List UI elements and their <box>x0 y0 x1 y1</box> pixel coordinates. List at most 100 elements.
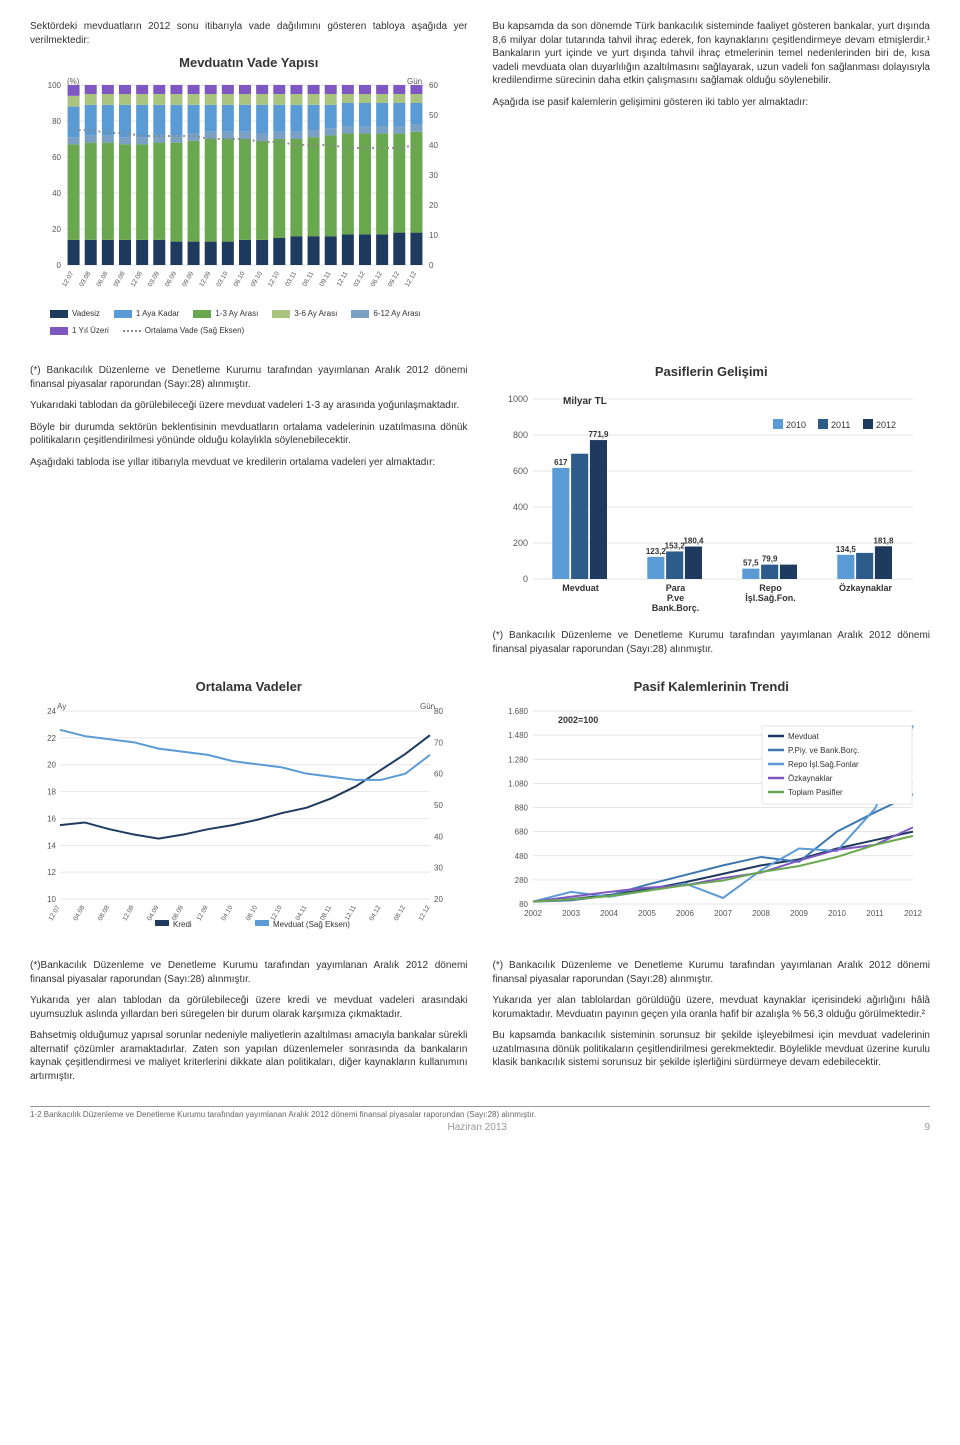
chart1-legend: Vadesiz1 Aya Kadar1-3 Ay Arası3-6 Ay Ara… <box>30 305 468 339</box>
svg-text:03.11: 03.11 <box>284 270 298 288</box>
svg-text:Ay: Ay <box>57 702 66 711</box>
svg-text:100: 100 <box>48 81 62 90</box>
svg-text:09.11: 09.11 <box>318 270 332 288</box>
chart1-title: Mevduatın Vade Yapısı <box>30 55 468 70</box>
svg-text:1.280: 1.280 <box>507 755 528 764</box>
svg-text:200: 200 <box>512 538 527 548</box>
svg-text:22: 22 <box>47 734 56 743</box>
svg-text:70: 70 <box>434 738 443 747</box>
svg-text:12.08: 12.08 <box>122 904 136 922</box>
chart2-title: Pasiflerin Gelişimi <box>493 364 931 379</box>
br3: Bu kapsamda bankacılık sisteminin soruns… <box>493 1029 931 1070</box>
svg-text:30: 30 <box>434 864 443 873</box>
svg-text:Özkaynaklar: Özkaynaklar <box>788 774 833 783</box>
svg-text:06.11: 06.11 <box>301 270 315 288</box>
svg-text:2002=100: 2002=100 <box>558 715 598 725</box>
svg-text:12.10: 12.10 <box>267 270 281 288</box>
svg-text:2011: 2011 <box>866 909 884 918</box>
para-right2: Aşağıda ise pasif kalemlerin gelişimini … <box>493 96 931 110</box>
svg-text:04.09: 04.09 <box>146 904 160 922</box>
svg-text:79,9: 79,9 <box>761 555 777 564</box>
svg-text:80: 80 <box>519 900 528 909</box>
svg-text:Kredi: Kredi <box>173 920 192 929</box>
svg-text:2004: 2004 <box>600 909 618 918</box>
svg-text:20: 20 <box>429 201 438 210</box>
svg-text:0: 0 <box>429 261 434 270</box>
right-src2: (*) Bankacılık Düzenleme ve Denetleme Ku… <box>493 629 931 656</box>
svg-text:80: 80 <box>434 707 443 716</box>
svg-text:14: 14 <box>47 841 56 850</box>
svg-text:20: 20 <box>434 895 443 904</box>
svg-text:2007: 2007 <box>714 909 732 918</box>
svg-text:03.12: 03.12 <box>353 270 367 288</box>
svg-text:57,5: 57,5 <box>743 559 759 568</box>
svg-text:08.10: 08.10 <box>245 904 259 922</box>
chart4-title: Pasif Kalemlerinin Trendi <box>493 679 931 694</box>
svg-text:40: 40 <box>52 189 61 198</box>
svg-text:Mevduat (Sağ Eksen): Mevduat (Sağ Eksen) <box>273 920 350 929</box>
intro-left: Sektördeki mevduatların 2012 sonu itibar… <box>30 20 468 47</box>
svg-text:Mevduat: Mevduat <box>788 732 819 741</box>
svg-text:2002: 2002 <box>524 909 542 918</box>
svg-text:Gün: Gün <box>407 77 422 86</box>
svg-text:24: 24 <box>47 707 56 716</box>
svg-text:617: 617 <box>554 458 568 467</box>
svg-text:30: 30 <box>429 171 438 180</box>
svg-text:40: 40 <box>429 141 438 150</box>
svg-text:153,2: 153,2 <box>664 541 685 550</box>
svg-text:12.12: 12.12 <box>418 904 432 922</box>
chart3-title: Ortalama Vadeler <box>30 679 468 694</box>
svg-text:800: 800 <box>512 430 527 440</box>
svg-text:08.08: 08.08 <box>97 904 111 922</box>
svg-text:10: 10 <box>429 231 438 240</box>
svg-text:09.09: 09.09 <box>181 270 195 288</box>
svg-text:1.480: 1.480 <box>507 731 528 740</box>
svg-text:80: 80 <box>52 117 61 126</box>
svg-text:600: 600 <box>512 466 527 476</box>
svg-text:Repo İşl.Sağ.Fonlar: Repo İşl.Sağ.Fonlar <box>788 760 859 769</box>
svg-text:2012: 2012 <box>904 909 922 918</box>
svg-text:06.09: 06.09 <box>164 270 178 288</box>
svg-text:04.10: 04.10 <box>220 904 234 922</box>
svg-text:680: 680 <box>514 828 528 837</box>
svg-text:P.Piy. ve Bank.Borç.: P.Piy. ve Bank.Borç. <box>788 746 859 755</box>
svg-text:2010: 2010 <box>828 909 846 918</box>
svg-text:09.08: 09.08 <box>113 270 127 288</box>
svg-text:12: 12 <box>47 868 56 877</box>
svg-text:Milyar TL: Milyar TL <box>563 396 607 407</box>
svg-text:2011: 2011 <box>831 420 850 430</box>
footnote: 1-2 Bankacılık Düzenleme ve Denetleme Ku… <box>30 1106 930 1119</box>
svg-text:2006: 2006 <box>676 909 694 918</box>
left-src1: (*) Bankacılık Düzenleme ve Denetleme Ku… <box>30 364 468 391</box>
svg-text:1000: 1000 <box>507 394 527 404</box>
svg-text:20: 20 <box>47 761 56 770</box>
chart-ortalama-vadeler: Ortalama Vadeler 10121416182022242030405… <box>30 679 468 934</box>
svg-text:P.ve: P.ve <box>666 593 683 603</box>
svg-text:60: 60 <box>429 81 438 90</box>
chart4-svg: 802804806808801.0801.2801.4801.6802002=1… <box>493 699 923 934</box>
svg-text:771,9: 771,9 <box>588 430 609 439</box>
svg-text:40: 40 <box>434 832 443 841</box>
footer-date: Haziran 2013 <box>447 1122 506 1133</box>
svg-text:Para: Para <box>665 583 686 593</box>
svg-text:09.12: 09.12 <box>387 270 401 288</box>
svg-text:(%): (%) <box>67 77 80 86</box>
bl3: Bahsetmiş olduğumuz yapısal sorunlar ned… <box>30 1029 468 1083</box>
para-left2: Yukarıdaki tablodan da görülebileceği üz… <box>30 399 468 413</box>
svg-text:03.08: 03.08 <box>78 270 92 288</box>
svg-text:Özkaynaklar: Özkaynaklar <box>838 583 892 593</box>
br1: (*) Bankacılık Düzenleme ve Denetleme Ku… <box>493 959 931 986</box>
svg-text:06.10: 06.10 <box>233 270 247 288</box>
svg-text:12.07: 12.07 <box>48 904 62 922</box>
svg-text:10: 10 <box>47 895 56 904</box>
chart1-svg: 0204060801000102030405060(%)Gün12.0703.0… <box>30 75 460 305</box>
svg-text:İşl.Sağ.Fon.: İşl.Sağ.Fon. <box>745 593 796 603</box>
svg-text:16: 16 <box>47 814 56 823</box>
svg-text:60: 60 <box>52 153 61 162</box>
chart3-svg: 101214161820222420304050607080AyGün12.07… <box>30 699 460 934</box>
br2: Yukarıda yer alan tablolardan görüldüğü … <box>493 994 931 1021</box>
bl2: Yukarıda yer alan tablodan da görülebile… <box>30 994 468 1021</box>
svg-text:2010: 2010 <box>786 420 806 430</box>
svg-text:0: 0 <box>522 574 527 584</box>
svg-text:400: 400 <box>512 502 527 512</box>
